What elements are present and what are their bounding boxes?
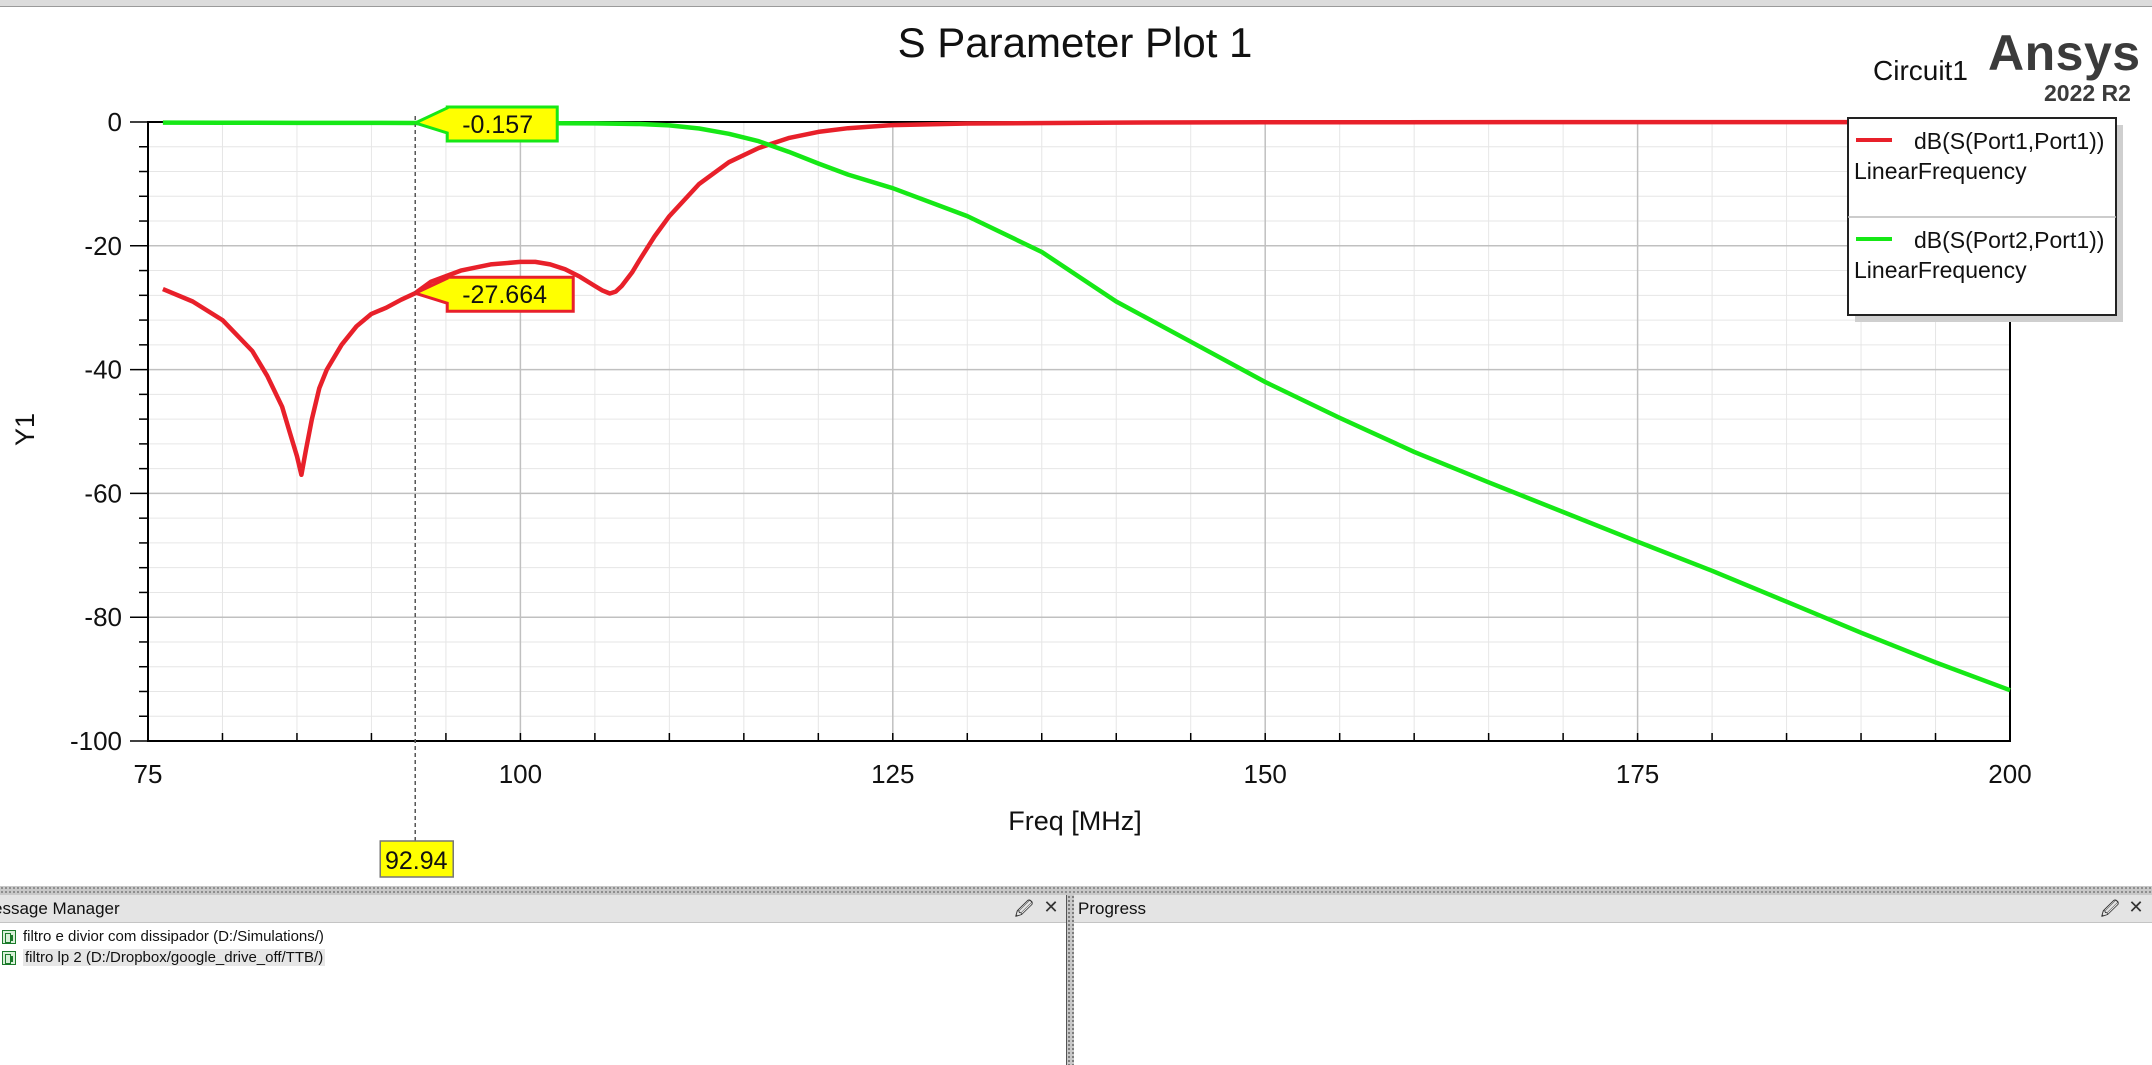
y-tick-label: -100 xyxy=(70,726,122,756)
design-name: Circuit1 xyxy=(1873,55,1968,87)
message-list: filtro e divior com dissipador (D:/Simul… xyxy=(0,923,1066,968)
y-tick-label: -20 xyxy=(84,231,122,261)
ansys-logo: Ansys xyxy=(1988,24,2141,82)
series-line-1 xyxy=(163,123,2010,691)
legend-series-name: dB(S(Port2,Port1)) xyxy=(1914,227,2104,253)
x-tick-label: 75 xyxy=(134,759,163,789)
message-manager-pane: essage Manager 🖉 ✕ filtro e divior com d… xyxy=(0,895,1066,1065)
list-item-label: filtro e divior com dissipador (D:/Simul… xyxy=(23,928,324,945)
progress-header: Progress 🖉 ✕ xyxy=(1074,895,2152,923)
project-icon xyxy=(2,930,16,944)
x-axis-label: Freq [MHz] xyxy=(1008,806,1142,836)
close-icon[interactable]: ✕ xyxy=(2126,897,2146,918)
pin-icon[interactable]: 🖉 xyxy=(1014,897,1034,927)
y-tick-label: -80 xyxy=(84,602,122,632)
close-icon[interactable]: ✕ xyxy=(1041,897,1061,918)
pin-icon[interactable]: 🖉 xyxy=(2100,897,2120,927)
legend-series-sublabel: LinearFrequency xyxy=(1854,158,2027,184)
plot-frame xyxy=(148,122,2010,741)
progress-title: Progress xyxy=(1078,899,1146,919)
marker-value-label: -27.664 xyxy=(462,281,547,309)
top-window-edge xyxy=(0,0,2152,7)
marker-x-label: 92.94 xyxy=(385,847,448,875)
list-item[interactable]: filtro lp 2 (D:/Dropbox/google_drive_off… xyxy=(0,947,1066,968)
x-tick-label: 200 xyxy=(1988,759,2031,789)
legend-series-name: dB(S(Port1,Port1)) xyxy=(1914,128,2104,154)
vertical-splitter[interactable] xyxy=(1066,895,1074,1065)
x-tick-label: 150 xyxy=(1244,759,1287,789)
list-item[interactable]: filtro e divior com dissipador (D:/Simul… xyxy=(0,926,1066,947)
plot-canvas[interactable]: S Parameter Plot 1 75 100 125 150 175 200 0 -20 -… xyxy=(0,8,2152,886)
y-tick-label: -60 xyxy=(84,478,122,508)
marker-value-label: -0.157 xyxy=(462,111,533,139)
project-icon xyxy=(2,951,16,965)
message-manager-title: essage Manager xyxy=(0,899,120,919)
progress-pane: Progress 🖉 ✕ xyxy=(1074,895,2152,1065)
y-tick-label: 0 xyxy=(108,107,122,137)
plot-area[interactable]: S Parameter Plot 1 75 100 125 150 175 200 0 -20 -… xyxy=(0,8,2152,886)
message-manager-header: essage Manager 🖉 ✕ xyxy=(0,895,1066,923)
x-tick-label: 100 xyxy=(499,759,542,789)
x-tick-label: 175 xyxy=(1616,759,1659,789)
horizontal-splitter[interactable] xyxy=(0,886,2152,895)
y-tick-label: -40 xyxy=(84,355,122,385)
list-item-label: filtro lp 2 (D:/Dropbox/google_drive_off… xyxy=(23,949,325,966)
legend-series-sublabel: LinearFrequency xyxy=(1854,257,2027,283)
version-label: 2022 R2 xyxy=(2044,80,2131,107)
y-axis-label: Y1 xyxy=(10,413,40,446)
chart-title: S Parameter Plot 1 xyxy=(898,19,1253,66)
x-tick-label: 125 xyxy=(871,759,914,789)
